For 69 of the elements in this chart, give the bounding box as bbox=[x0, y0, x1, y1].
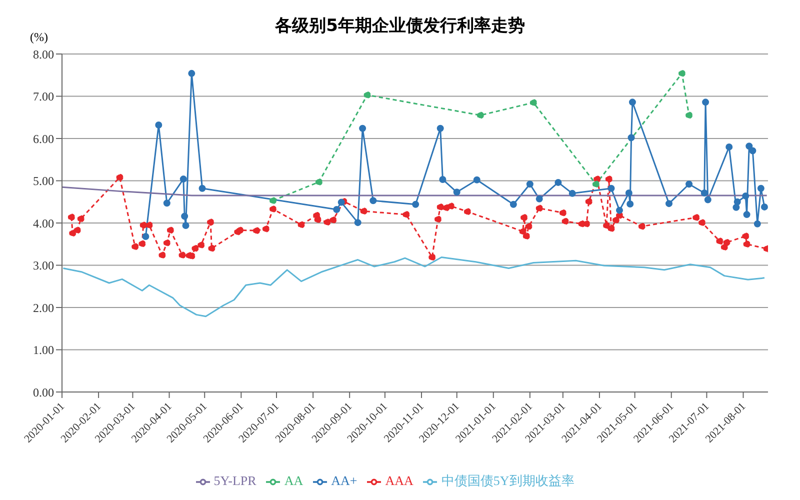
point bbox=[536, 195, 543, 202]
point bbox=[453, 188, 460, 196]
point bbox=[754, 220, 761, 228]
point bbox=[625, 190, 632, 197]
point bbox=[269, 197, 276, 204]
point bbox=[626, 200, 634, 208]
legend-label: 5Y-LPR bbox=[214, 473, 256, 488]
chart-title: 各级别5年期企业债发行利率走势 bbox=[275, 16, 525, 36]
legend-label: 中债国债5Y到期收益率 bbox=[441, 473, 574, 488]
point bbox=[760, 203, 768, 210]
point bbox=[181, 212, 188, 220]
line-series bbox=[62, 256, 766, 318]
point bbox=[163, 200, 170, 207]
point bbox=[628, 134, 635, 142]
point bbox=[686, 180, 693, 188]
point bbox=[439, 176, 446, 183]
point bbox=[510, 200, 517, 208]
legend-label: AAA bbox=[385, 473, 414, 488]
y-tick-label: 2.00 bbox=[33, 300, 54, 315]
point bbox=[333, 206, 340, 213]
y-tick-label: 1.00 bbox=[33, 343, 54, 358]
y-axis-title: (%) bbox=[30, 30, 48, 45]
point bbox=[702, 98, 710, 106]
point bbox=[704, 196, 712, 204]
y-tick-label: 0.00 bbox=[33, 385, 54, 400]
point bbox=[473, 176, 480, 184]
point bbox=[155, 121, 162, 128]
point bbox=[315, 178, 322, 186]
point bbox=[180, 176, 187, 183]
point bbox=[746, 142, 753, 150]
legend-label: AA+ bbox=[331, 473, 358, 488]
y-tick-label: 3.00 bbox=[33, 258, 54, 273]
point bbox=[526, 180, 534, 188]
point bbox=[370, 197, 377, 204]
point bbox=[412, 200, 420, 208]
point bbox=[198, 184, 206, 192]
y-tick-label: 6.00 bbox=[33, 132, 54, 146]
point bbox=[568, 190, 576, 197]
point bbox=[734, 198, 741, 206]
point bbox=[476, 112, 484, 119]
point bbox=[354, 219, 362, 226]
y-tick-label: 5.00 bbox=[33, 174, 54, 188]
y-tick-label: 8.00 bbox=[33, 47, 54, 62]
point bbox=[732, 204, 740, 211]
point bbox=[188, 70, 196, 77]
point bbox=[530, 99, 537, 106]
point bbox=[700, 190, 708, 197]
point bbox=[338, 198, 345, 206]
point bbox=[592, 180, 600, 188]
point bbox=[678, 70, 686, 77]
point bbox=[436, 124, 444, 132]
point bbox=[742, 192, 750, 200]
point bbox=[142, 233, 150, 240]
y-tick-label: 4.00 bbox=[33, 216, 54, 230]
point bbox=[608, 184, 615, 192]
point bbox=[726, 143, 733, 150]
point bbox=[757, 184, 764, 192]
point bbox=[686, 112, 693, 119]
point bbox=[749, 147, 756, 154]
y-tick-label: 7.00 bbox=[33, 90, 54, 104]
point bbox=[554, 178, 562, 186]
point bbox=[665, 200, 672, 208]
point bbox=[182, 222, 190, 230]
point bbox=[616, 206, 623, 214]
point bbox=[364, 91, 371, 98]
point bbox=[628, 98, 636, 106]
legend-label: AA bbox=[284, 473, 304, 488]
point bbox=[743, 211, 750, 218]
point bbox=[359, 124, 366, 132]
